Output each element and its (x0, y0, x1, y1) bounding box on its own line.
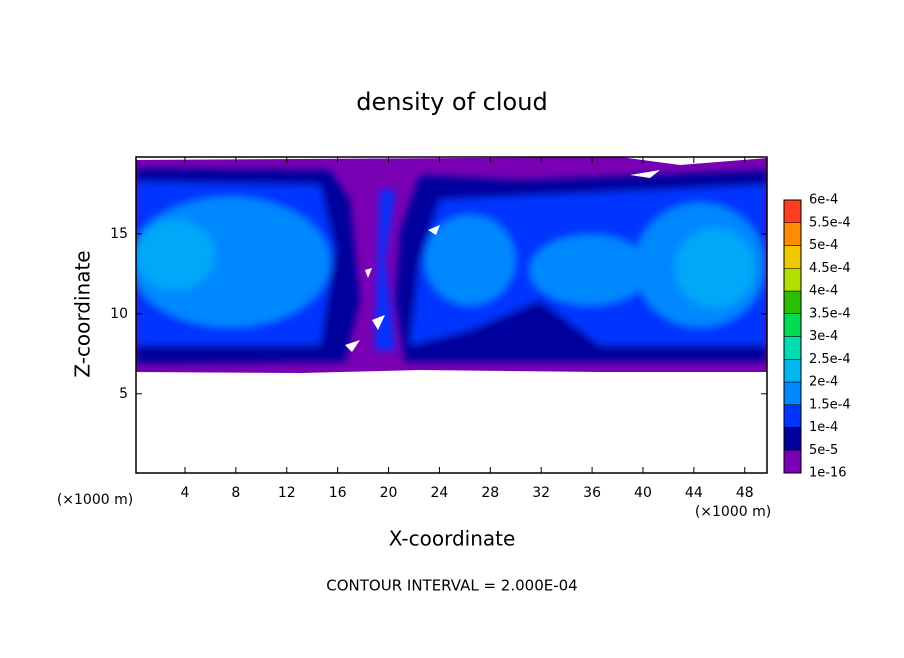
x-tick-label: 12 (278, 485, 296, 501)
x-tick-label: 32 (532, 485, 550, 501)
x-tick-label: 48 (736, 485, 754, 501)
colorbar-label: 2e-4 (809, 375, 838, 390)
colorbar-box (783, 450, 802, 474)
colorbar-label: 5e-5 (809, 443, 838, 458)
colorbar-box (783, 199, 802, 223)
annotation: CONTOUR INTERVAL = 2.000E-04 (326, 577, 577, 595)
colorbar-box (783, 222, 802, 246)
colorbar-box (783, 313, 802, 337)
x-tick-label: 8 (231, 485, 240, 501)
x-axis-label: X-coordinate (389, 527, 516, 551)
colorbar-label: 5e-4 (809, 238, 838, 253)
y-axis-label: Z-coordinate (71, 250, 95, 377)
plot-frame (135, 156, 768, 474)
colorbar-box (783, 404, 802, 428)
colorbar-label: 2.5e-4 (809, 352, 851, 367)
y-tick-label: 10 (110, 306, 128, 322)
colorbar-label: 3e-4 (809, 329, 838, 344)
colorbar-box (783, 268, 802, 292)
colorbar-label: 5.5e-4 (809, 215, 851, 230)
x-tick-label: 36 (583, 485, 601, 501)
colorbar-label: 3.5e-4 (809, 306, 851, 321)
colorbar-box (783, 381, 802, 405)
colorbar-label: 6e-4 (809, 193, 838, 208)
colorbar-frame (783, 199, 802, 474)
x-tick-label: 24 (431, 485, 449, 501)
x-unit-label: (×1000 m) (695, 504, 771, 520)
x-unit-label: (×1000 m) (57, 492, 133, 508)
x-tick-label: 4 (181, 485, 190, 501)
y-tick-label: 5 (119, 386, 128, 402)
y-tick-label: 15 (110, 226, 128, 242)
colorbar-box (783, 336, 802, 360)
colorbar-box (783, 427, 802, 451)
colorbar-label: 1e-4 (809, 420, 838, 435)
colorbar-box (783, 359, 802, 383)
x-tick-label: 40 (634, 485, 652, 501)
x-tick-label: 28 (481, 485, 499, 501)
colorbar-label: 4e-4 (809, 284, 838, 299)
colorbar-label: 1e-16 (809, 466, 847, 481)
colorbar-box (783, 245, 802, 269)
x-tick-label: 44 (685, 485, 703, 501)
contour-field (136, 157, 767, 373)
colorbar-label: 1.5e-4 (809, 397, 851, 412)
chart-title: density of cloud (356, 88, 547, 116)
colorbar-box (783, 290, 802, 314)
colorbar-label: 4.5e-4 (809, 261, 851, 276)
x-tick-label: 20 (380, 485, 398, 501)
x-tick-label: 16 (329, 485, 347, 501)
